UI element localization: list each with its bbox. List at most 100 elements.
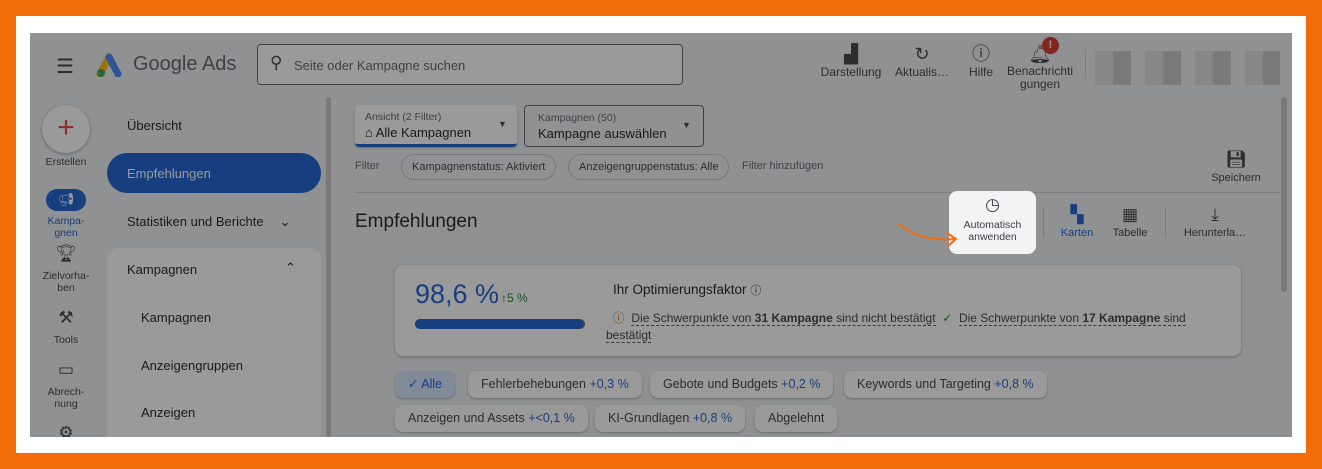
cards-icon: ▚ bbox=[1070, 205, 1084, 224]
check-circle-icon: ✓ bbox=[942, 311, 953, 325]
category-chip[interactable]: KI-Grundlagen +0,8 % bbox=[595, 405, 746, 432]
rail-label: Kampa- bbox=[47, 215, 85, 227]
nav-label: Statistiken und Berichte bbox=[127, 214, 264, 229]
nav-item-campaigns[interactable]: Kampagnen bbox=[141, 310, 212, 325]
save-label: Speichern bbox=[1211, 172, 1261, 184]
rail-label: ben bbox=[57, 282, 75, 294]
nav-item-adgroups[interactable]: Anzeigengruppen bbox=[141, 358, 243, 373]
check-icon: ✓ bbox=[408, 377, 422, 391]
search-icon: ⚲ bbox=[270, 53, 283, 72]
refresh-label: Aktualis… bbox=[894, 65, 950, 79]
download-button[interactable]: ⤓ Herunterla… bbox=[1180, 205, 1250, 239]
campaign-dropdown[interactable]: Kampagnen (50) Kampagne auswählen ▼ bbox=[524, 105, 704, 147]
category-chip[interactable]: Anzeigen und Assets +<0,1 % bbox=[395, 405, 588, 432]
chevron-up-icon[interactable]: ⌃ bbox=[285, 260, 296, 275]
arrow-up-icon: ↑ bbox=[501, 291, 507, 305]
score-title: Ihr Optimierungsfaktor bbox=[613, 282, 747, 297]
help-button[interactable]: ⓘ Hilfe bbox=[941, 43, 1021, 79]
search-input[interactable]: ⚲ Seite oder Kampagne suchen bbox=[257, 44, 683, 85]
chevron-down-icon: ⌄ bbox=[279, 214, 291, 229]
dropdown-label: Kampagnen (50) bbox=[538, 112, 617, 124]
table-label: Tabelle bbox=[1112, 227, 1148, 239]
main-scrollbar[interactable] bbox=[1281, 97, 1287, 292]
nav-item-ads[interactable]: Anzeigen bbox=[141, 405, 196, 420]
account-avatar-pixelated[interactable] bbox=[1095, 51, 1280, 85]
notifications-label: Benachrichti bbox=[1006, 64, 1074, 78]
divider bbox=[1043, 208, 1044, 238]
download-label: Herunterla… bbox=[1183, 227, 1247, 239]
category-chip[interactable]: Gebote und Budgets +0,2 % bbox=[650, 371, 834, 398]
rail-item-billing[interactable]: ▭ Abrech-nung bbox=[36, 360, 96, 410]
view-dropdown[interactable]: Ansicht (2 Filter) ⌂ Alle Kampagnen ▼ bbox=[355, 105, 517, 147]
category-chip-all[interactable]: ✓ Alle bbox=[395, 371, 456, 398]
nav-item-stats[interactable]: Statistiken und Berichte ⌄ bbox=[127, 214, 290, 230]
dropdown-arrow-icon: ▼ bbox=[498, 119, 507, 129]
dropdown-value: Kampagne auswählen bbox=[538, 126, 667, 141]
table-icon: ▦ bbox=[1121, 205, 1139, 224]
appearance-icon: ▟ bbox=[844, 44, 858, 64]
unconfirmed-campaigns-link[interactable]: Die Schwerpunkte von 31 Kampagne sind ni… bbox=[631, 311, 936, 326]
nav-item-recommendations[interactable]: Empfehlungen bbox=[107, 153, 321, 193]
rail-label: nung bbox=[54, 398, 78, 410]
filter-chip[interactable]: Anzeigengruppenstatus: Alle bbox=[568, 154, 730, 180]
divider bbox=[355, 192, 1280, 193]
auto-apply-button[interactable]: ◷ Automatisch anwenden bbox=[949, 191, 1036, 254]
dropdown-arrow-icon: ▼ bbox=[682, 120, 691, 130]
warning-icon: ⓘ bbox=[612, 311, 625, 325]
create-button[interactable]: + bbox=[42, 105, 90, 153]
notifications-label-2: gungen bbox=[1019, 77, 1061, 91]
auto-apply-label-2: anwenden bbox=[968, 231, 1017, 243]
rail-item-tools[interactable]: ⚒ Tools bbox=[36, 308, 96, 346]
billing-icon: ▭ bbox=[57, 360, 75, 379]
menu-icon[interactable]: ☰ bbox=[56, 56, 74, 78]
schedule-refresh-icon: ◷ bbox=[985, 195, 1000, 214]
notification-badge: ! bbox=[1042, 37, 1059, 54]
rail-item-goals[interactable]: 🏆︎ Zielvorha-ben bbox=[36, 244, 96, 294]
score-progress-fill bbox=[415, 319, 583, 329]
nav-scrollbar[interactable] bbox=[326, 97, 331, 437]
category-chip[interactable]: Keywords und Targeting +0,8 % bbox=[844, 371, 1047, 398]
orange-pointer-arrow-icon bbox=[898, 223, 958, 247]
refresh-icon: ↻ bbox=[914, 44, 930, 64]
home-icon: ⌂ bbox=[365, 125, 376, 140]
table-view-button[interactable]: ▦ Tabelle bbox=[1095, 205, 1165, 239]
score-value: 98,6 % bbox=[415, 279, 500, 309]
nav-section-campaigns[interactable]: Kampagnen bbox=[127, 262, 198, 277]
settings-icon[interactable]: ⚙ bbox=[58, 423, 74, 437]
help-label: Hilfe bbox=[968, 65, 993, 79]
appearance-button[interactable]: ▟ Darstellung bbox=[811, 43, 891, 79]
tools-icon: ⚒ bbox=[58, 308, 74, 327]
google-ads-app: ☰ Google Ads ⚲ Seite oder Kampagne suche… bbox=[30, 33, 1292, 437]
add-filter-button[interactable]: Filter hinzufügen bbox=[742, 160, 824, 172]
page-title: Empfehlungen bbox=[355, 211, 478, 232]
rail-label: Abrech- bbox=[47, 386, 85, 398]
help-icon[interactable]: ⓘ bbox=[750, 285, 762, 297]
help-icon: ⓘ bbox=[972, 44, 990, 64]
rail-label: Tools bbox=[53, 334, 79, 346]
dropdown-value: Alle Kampagnen bbox=[375, 125, 472, 140]
cards-view-button[interactable]: ▚ Karten bbox=[1042, 205, 1112, 239]
dim-overlay bbox=[30, 33, 1292, 437]
trophy-icon: 🏆︎ bbox=[55, 244, 77, 263]
nav-campaigns-section: Kampagnen ⌃ Kampagnen Anzeigengruppen An… bbox=[107, 248, 321, 437]
category-chip[interactable]: Fehlerbehebungen +0,3 % bbox=[468, 371, 642, 398]
dropdown-label: Ansicht (2 Filter) bbox=[365, 111, 442, 123]
confirmed-campaigns-link[interactable]: Die Schwerpunkte von 17 Kampagne sind be… bbox=[606, 311, 1186, 343]
divider bbox=[1165, 208, 1166, 238]
save-icon: 💾︎ bbox=[1225, 150, 1247, 169]
search-placeholder: Seite oder Kampagne suchen bbox=[294, 58, 466, 73]
rail-item-campaigns[interactable]: 📢︎ Kampa-gnen bbox=[36, 189, 96, 239]
rail-label: Zielvorha- bbox=[42, 270, 90, 282]
category-chip[interactable]: Abgelehnt bbox=[755, 405, 838, 432]
filter-chip[interactable]: Kampagnenstatus: Aktiviert bbox=[401, 154, 557, 180]
app-name: Google Ads bbox=[133, 53, 237, 75]
auto-apply-label: Automatisch bbox=[963, 219, 1022, 231]
save-button[interactable]: 💾︎ Speichern bbox=[1201, 150, 1271, 184]
notifications-button[interactable]: 🔔︎ Benachrichti gungen ! bbox=[1000, 37, 1080, 91]
refresh-button[interactable]: ↻ Aktualis… bbox=[882, 43, 962, 79]
create-label: Erstellen bbox=[45, 156, 87, 168]
nav-item-overview[interactable]: Übersicht bbox=[127, 118, 182, 133]
cards-label: Karten bbox=[1060, 227, 1094, 239]
optimization-score-card: 98,6 % ↑5 % Ihr Optimierungsfaktor ⓘ ⓘ D… bbox=[395, 265, 1241, 356]
filter-label: Filter bbox=[355, 160, 380, 172]
